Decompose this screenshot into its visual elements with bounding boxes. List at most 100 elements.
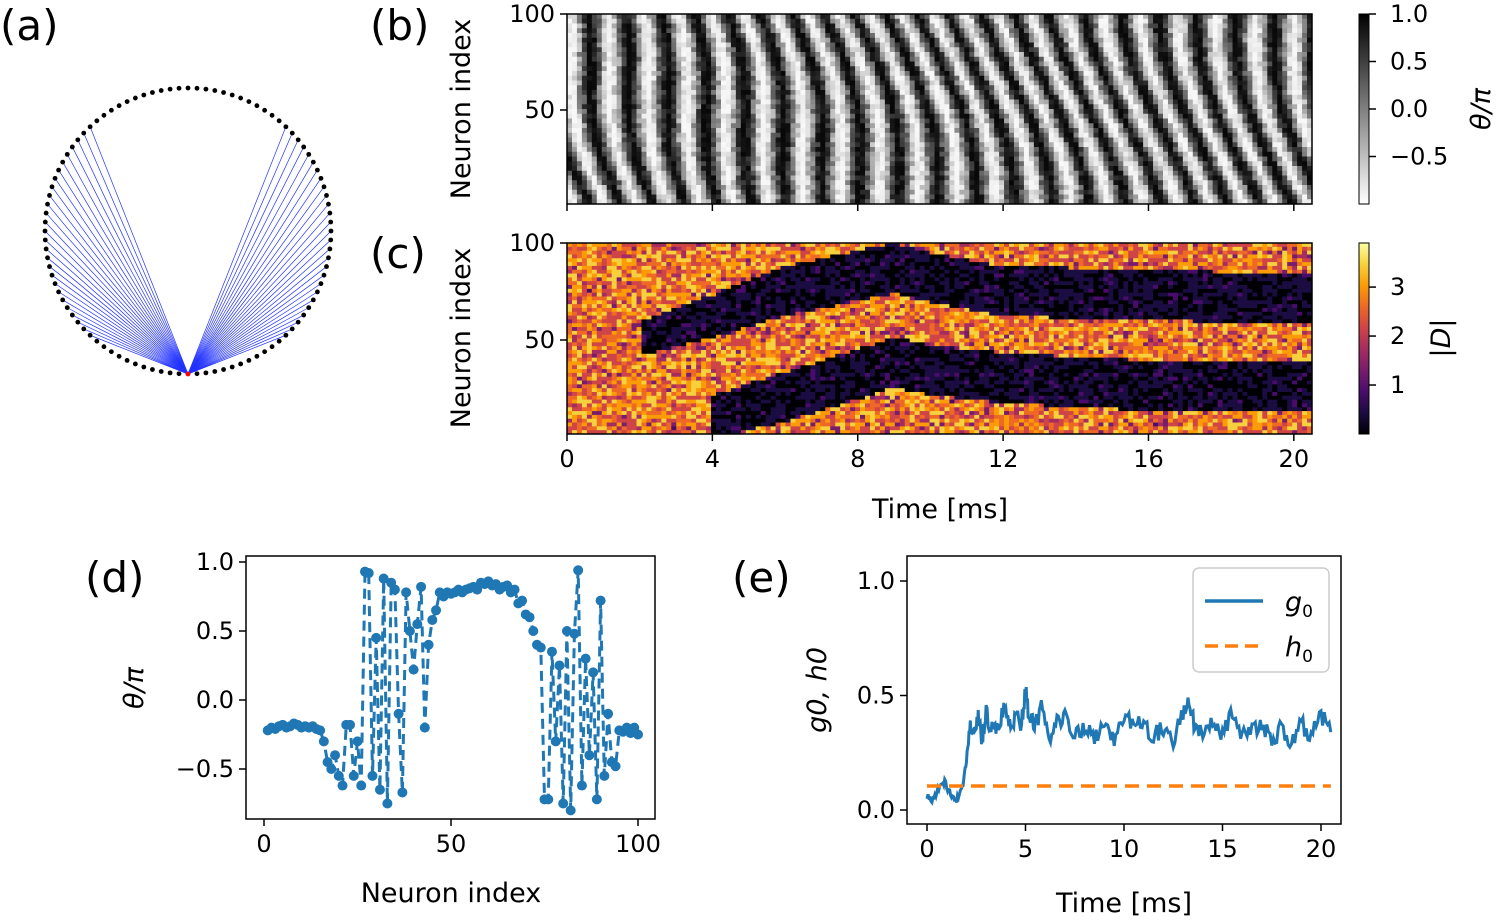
heat-cell: [800, 37, 806, 43]
heat-cell: [939, 185, 945, 191]
neuron-node: [276, 338, 282, 344]
heat-cell: [815, 132, 821, 138]
heat-cell: [1063, 23, 1070, 29]
heat-cell: [1068, 194, 1074, 200]
heat-cell: [1053, 170, 1060, 176]
heat-cell: [760, 166, 767, 172]
heat-cell: [716, 28, 722, 34]
heat-cell: [755, 33, 762, 39]
heat-cell: [815, 189, 821, 195]
heat-cell: [909, 75, 916, 81]
heat-cell: [1014, 94, 1020, 100]
heat-cell: [800, 199, 806, 204]
heat-cell: [969, 166, 975, 172]
heat-cell: [795, 161, 801, 167]
heat-cell: [795, 166, 801, 172]
heat-cell: [641, 56, 647, 62]
heat-cell: [1143, 71, 1149, 77]
neuron-node: [283, 124, 289, 130]
heat-cell: [1113, 47, 1119, 53]
heat-cell: [820, 71, 826, 77]
heat-cell: [716, 180, 722, 186]
heat-cell: [567, 71, 573, 77]
heat-cell: [1128, 61, 1134, 67]
heat-cell: [735, 80, 742, 86]
heat-cell: [795, 37, 801, 43]
heat-cell: [596, 137, 603, 143]
heat-cell: [661, 61, 667, 67]
heat-cell: [646, 23, 652, 29]
heat-cell: [596, 142, 603, 148]
heat-cell: [1033, 90, 1040, 96]
heat-cell: [596, 109, 603, 115]
heat-cell: [934, 37, 940, 43]
heat-cell: [730, 132, 737, 138]
heat-cell: [939, 52, 945, 58]
heat-cell: [1098, 128, 1104, 134]
heat-cell: [581, 23, 588, 29]
heat-cell: [1143, 189, 1149, 195]
heat-cell: [1163, 99, 1169, 105]
heat-cell: [1018, 189, 1025, 195]
heat-cell: [934, 94, 940, 100]
heat-cell: [701, 33, 707, 39]
heat-cell: [596, 99, 603, 105]
heat-cell: [919, 42, 925, 48]
heat-cell: [1163, 42, 1169, 48]
heat-cell: [860, 75, 866, 81]
heat-cell: [765, 199, 772, 204]
heat-cell: [571, 161, 578, 167]
heat-cell: [1063, 80, 1070, 86]
heat-cell: [899, 42, 906, 48]
heat-cell: [1073, 123, 1079, 129]
heat-cell: [825, 66, 831, 72]
heat-cell: [914, 90, 921, 96]
heat-cell: [1023, 71, 1030, 77]
heat-cell: [860, 80, 866, 86]
heat-cell: [1009, 23, 1015, 29]
heat-cell: [1038, 42, 1045, 48]
heat-cell: [1058, 42, 1065, 48]
heat-cell: [1023, 180, 1030, 186]
heat-cell: [651, 104, 657, 110]
heat-cell: [805, 104, 811, 110]
heat-cell: [790, 75, 796, 81]
heat-cell: [914, 75, 921, 81]
heat-cell: [994, 52, 1000, 58]
heat-cell: [860, 161, 866, 167]
heat-cell: [835, 170, 841, 176]
heat-cell: [944, 147, 950, 153]
heat-cell: [1009, 189, 1015, 195]
heat-cell: [855, 137, 861, 143]
heat-cell: [924, 23, 930, 29]
heat-cell: [1073, 137, 1079, 143]
heat-cell: [1158, 147, 1164, 153]
heat-cell: [924, 180, 930, 186]
heat-cell: [671, 90, 677, 96]
heat-cell: [681, 33, 687, 39]
heat-cell: [626, 185, 632, 191]
heat-cell: [1018, 147, 1025, 153]
heat-cell: [646, 104, 652, 110]
heat-cell: [716, 94, 722, 100]
heat-cell: [745, 23, 752, 29]
heat-cell: [1138, 28, 1144, 34]
heat-cell: [686, 189, 692, 195]
heat-cell: [631, 109, 637, 115]
heat-cell: [1043, 52, 1050, 58]
heat-cell: [740, 28, 747, 34]
heat-cell: [1073, 128, 1079, 134]
neuron-node: [318, 281, 324, 287]
heat-cell: [641, 161, 647, 167]
heat-cell: [999, 170, 1005, 176]
heat-cell: [586, 118, 593, 124]
heat-cell: [745, 104, 752, 110]
heat-cell: [1088, 147, 1094, 153]
neuron-node: [221, 90, 226, 95]
heat-cell: [1143, 132, 1149, 138]
heat-cell: [755, 180, 762, 186]
heat-cell: [984, 42, 990, 48]
heat-cell: [1063, 166, 1070, 172]
heat-cell: [691, 185, 697, 191]
heat-cell: [869, 85, 876, 91]
